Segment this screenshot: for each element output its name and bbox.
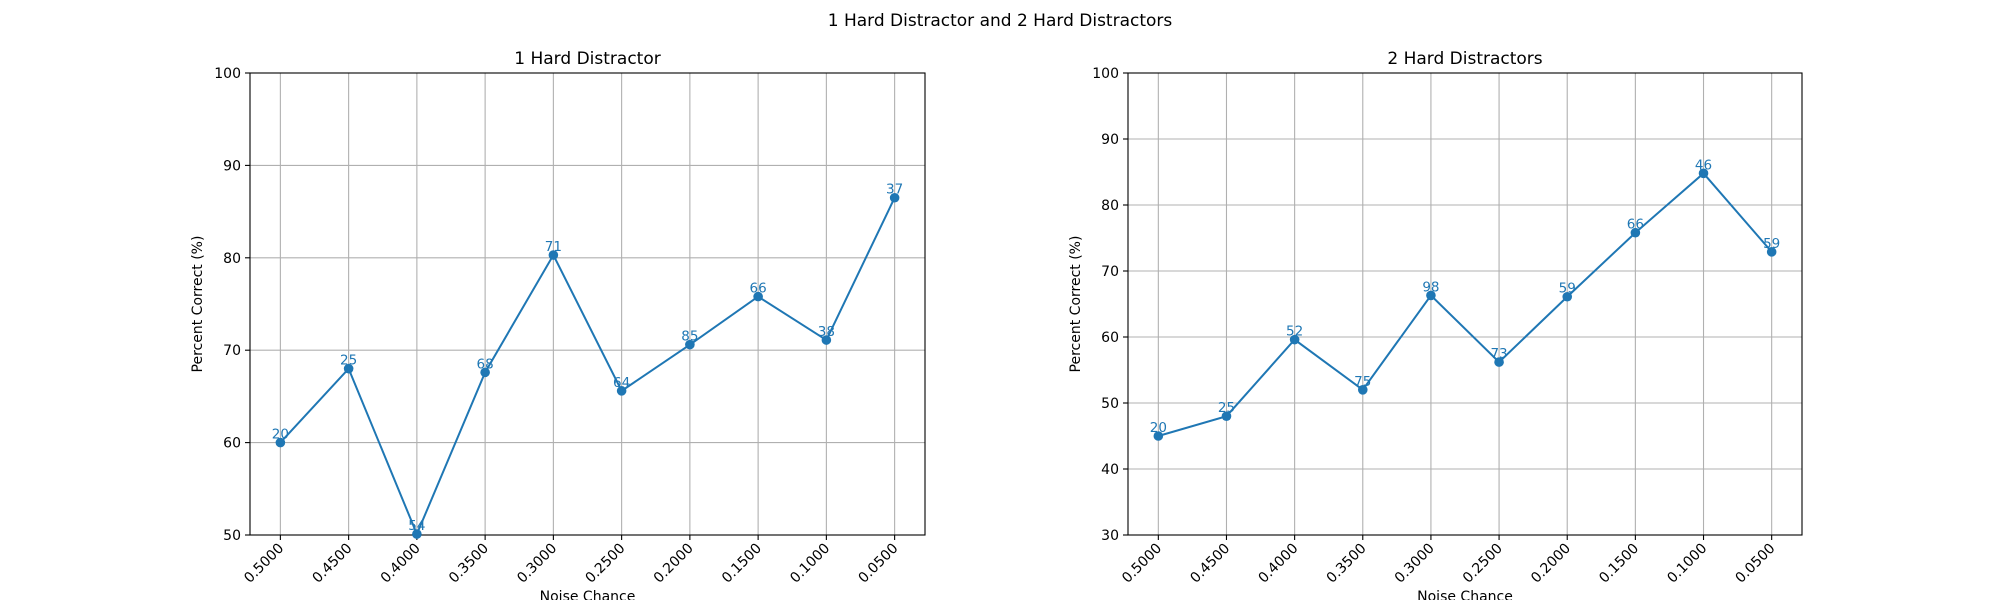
x-tick-label: 0.2000 [651, 541, 697, 587]
x-tick-label: 0.0500 [855, 541, 901, 587]
data-point [753, 291, 763, 302]
data-point [1630, 227, 1641, 238]
data-label: 85 [681, 329, 698, 345]
data-point [1357, 385, 1368, 395]
x-tick-label: 0.1000 [1664, 541, 1710, 587]
chart-1-hard-distractor: 50 60 70 80 90 100 0.5000 0.4500 0.4000 0.3500 0.3… [190, 49, 926, 600]
data-label: 73 [1490, 346, 1507, 362]
data-point [1494, 357, 1504, 367]
figure-title: 1 Hard Distractor and 2 Hard Distractors [828, 11, 1173, 31]
data-point [1698, 168, 1709, 179]
x-axis-label: Noise Chance [1417, 589, 1513, 600]
plot-frame [249, 72, 926, 536]
data-label: 59 [1763, 236, 1780, 252]
chart-title: 2 Hard Distractors [1387, 49, 1542, 69]
data-point [275, 437, 286, 448]
x-tick-label: 0.3500 [446, 541, 492, 587]
data-label: 52 [1286, 324, 1303, 340]
data-point [821, 335, 832, 345]
data-label: 68 [477, 356, 494, 372]
y-tick-label: 60 [1101, 330, 1119, 346]
x-tick-label: 0.5000 [1119, 541, 1165, 587]
x-tick-label: 0.2000 [1528, 541, 1574, 587]
data-label: 75 [1354, 374, 1371, 390]
data-point [343, 363, 354, 374]
data-point [1766, 247, 1777, 257]
y-tick-label: 70 [223, 343, 241, 359]
x-tick-label: 0.3500 [1324, 541, 1370, 587]
series-line [1158, 171, 1773, 437]
data-label: 37 [886, 182, 903, 198]
y-tick-label: 80 [1101, 198, 1119, 214]
data-point [412, 529, 422, 539]
data-point [889, 192, 900, 203]
x-tick-label: 0.4000 [1255, 541, 1301, 587]
y-tick-label: 30 [1101, 528, 1119, 544]
data-point [1562, 291, 1573, 302]
data-point [616, 386, 627, 396]
data-label: 25 [340, 353, 357, 369]
data-label: 46 [1695, 157, 1712, 173]
y-axis-label: Percent Correct (%) [1068, 236, 1084, 373]
y-tick-label: 60 [223, 436, 241, 452]
y-tick-label: 50 [1101, 396, 1119, 412]
x-tick-label: 0.2500 [1460, 541, 1506, 587]
data-point [480, 367, 490, 378]
x-tick-label: 0.5000 [241, 541, 287, 587]
series-line [279, 197, 896, 537]
x-tick-label: 0.1000 [787, 541, 833, 587]
x-tick-label: 0.4000 [378, 541, 424, 587]
data-label: 20 [1150, 420, 1167, 436]
data-point [548, 250, 559, 260]
x-tick-label: 0.3000 [1392, 541, 1438, 587]
data-point [1153, 431, 1164, 441]
data-point [1221, 411, 1232, 422]
y-tick-label: 90 [223, 158, 241, 174]
chart-title: 1 Hard Distractor [514, 49, 660, 69]
x-tick-label: 0.1500 [1596, 541, 1642, 587]
data-label: 20 [272, 427, 289, 443]
x-axis-label: Noise Chance [540, 589, 636, 600]
data-label: 66 [1627, 217, 1644, 233]
chart-2-hard-distractors: 30 40 50 60 70 80 90 100 0.5000 0.4500 0.4000 0.350… [1068, 49, 1803, 600]
y-tick-label: 100 [214, 66, 241, 82]
y-tick-label: 70 [1101, 264, 1119, 280]
y-tick-label: 100 [1092, 66, 1119, 82]
x-tick-label: 0.4500 [1187, 541, 1233, 587]
data-label: 25 [1218, 400, 1235, 416]
data-label: 54 [408, 518, 425, 534]
plot-frame [1127, 72, 1803, 536]
data-point [1426, 290, 1436, 301]
data-label: 38 [818, 324, 835, 340]
y-axis-label: Percent Correct (%) [190, 236, 206, 373]
x-tick-label: 0.4500 [309, 541, 355, 587]
x-tick-label: 0.0500 [1733, 541, 1779, 587]
y-tick-label: 40 [1101, 462, 1119, 478]
data-label: 66 [750, 281, 767, 297]
x-tick-label: 0.1500 [719, 541, 765, 587]
y-tick-label: 80 [223, 251, 241, 267]
data-label: 64 [613, 375, 630, 391]
y-tick-label: 90 [1101, 132, 1119, 148]
data-label: 71 [545, 239, 562, 255]
x-tick-label: 0.3000 [514, 541, 560, 587]
y-tick-label: 50 [223, 528, 241, 544]
data-point [1289, 334, 1300, 345]
data-label: 98 [1422, 279, 1439, 295]
data-point [685, 339, 695, 350]
x-tick-label: 0.2500 [582, 541, 628, 587]
data-label: 59 [1559, 281, 1576, 297]
